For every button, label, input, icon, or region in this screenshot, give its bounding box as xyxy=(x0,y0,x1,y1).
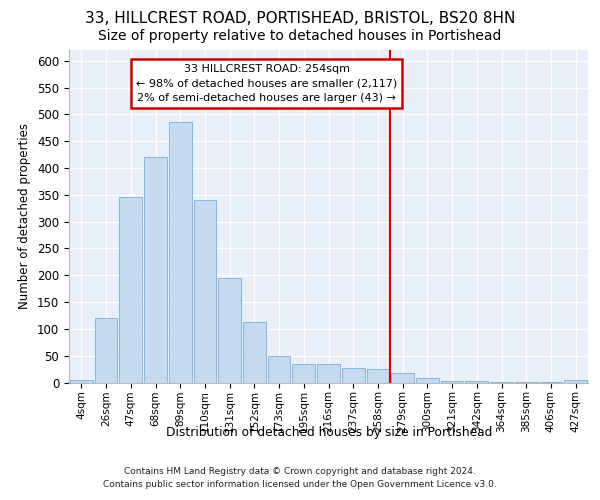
Bar xyxy=(243,322,266,382)
Text: Size of property relative to detached houses in Portishead: Size of property relative to detached ho… xyxy=(98,29,502,43)
Bar xyxy=(194,200,216,382)
Bar xyxy=(564,380,587,382)
Bar xyxy=(169,122,191,382)
Text: 33, HILLCREST ROAD, PORTISHEAD, BRISTOL, BS20 8HN: 33, HILLCREST ROAD, PORTISHEAD, BRISTOL,… xyxy=(85,11,515,26)
Bar xyxy=(144,158,167,382)
Bar xyxy=(367,369,389,382)
Bar xyxy=(342,368,365,382)
Bar xyxy=(218,278,241,382)
Bar xyxy=(119,198,142,382)
Bar xyxy=(95,318,118,382)
Bar xyxy=(391,373,414,382)
Bar xyxy=(292,364,315,382)
Bar xyxy=(416,378,439,382)
Bar xyxy=(70,380,93,382)
Text: Distribution of detached houses by size in Portishead: Distribution of detached houses by size … xyxy=(166,426,492,439)
Text: Contains HM Land Registry data © Crown copyright and database right 2024.
Contai: Contains HM Land Registry data © Crown c… xyxy=(103,467,497,489)
Bar xyxy=(268,356,290,382)
Bar xyxy=(317,364,340,382)
Text: 33 HILLCREST ROAD: 254sqm
← 98% of detached houses are smaller (2,117)
2% of sem: 33 HILLCREST ROAD: 254sqm ← 98% of detac… xyxy=(136,64,397,104)
Y-axis label: Number of detached properties: Number of detached properties xyxy=(19,123,31,309)
